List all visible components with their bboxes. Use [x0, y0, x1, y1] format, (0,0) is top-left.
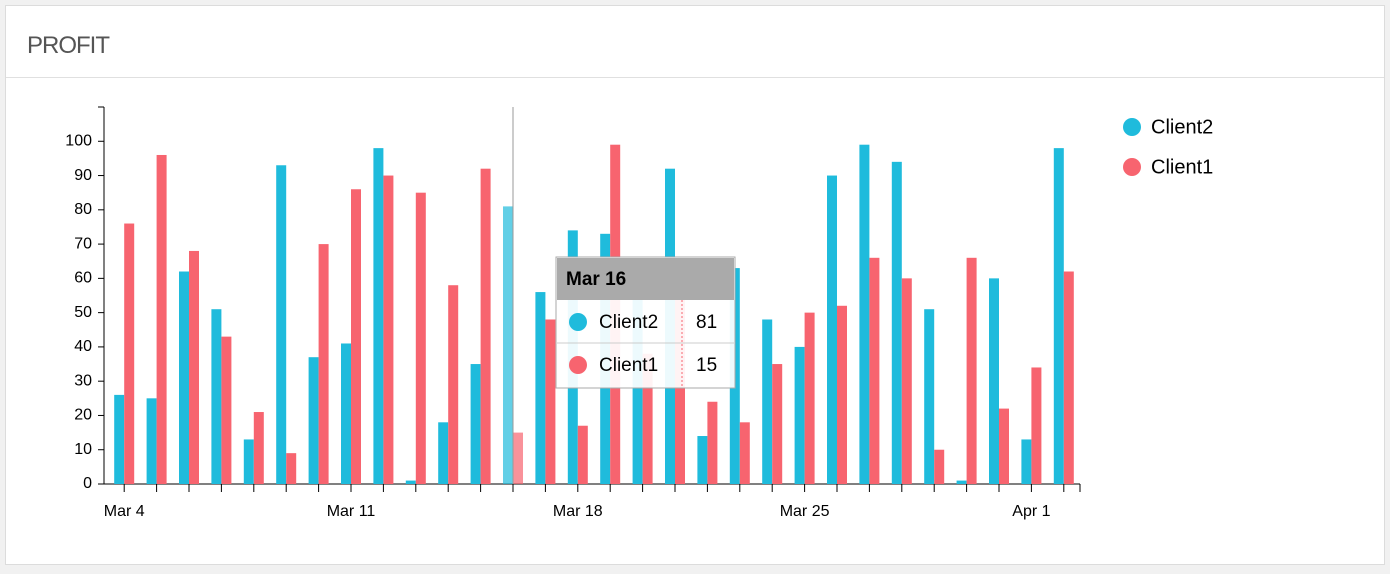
y-tick-label: 20	[74, 407, 92, 424]
bar	[859, 144, 870, 484]
bar	[124, 223, 135, 484]
bar	[762, 319, 773, 484]
bar	[503, 206, 513, 484]
x-tick-label: Mar 25	[780, 503, 830, 520]
x-tick-label: Apr 1	[1012, 503, 1050, 520]
y-tick-label: 80	[74, 201, 92, 218]
tooltip-marker	[569, 313, 587, 331]
bar	[1063, 271, 1074, 484]
legend-marker	[1123, 158, 1141, 176]
y-tick-label: 90	[74, 167, 92, 184]
bar	[415, 192, 426, 484]
y-tick-label: 60	[74, 270, 92, 287]
bar	[405, 480, 416, 484]
bar	[438, 422, 449, 484]
bar	[253, 412, 264, 484]
bar	[739, 422, 750, 484]
bar	[827, 175, 837, 484]
bar	[642, 353, 653, 484]
legend-label: Client2	[1151, 116, 1213, 138]
bar	[837, 305, 847, 484]
legend-label: Client1	[1151, 156, 1213, 178]
bar	[697, 436, 708, 484]
legend-marker	[1123, 118, 1141, 136]
x-tick-label: Mar 18	[553, 503, 603, 520]
bar	[891, 161, 902, 484]
bar	[318, 244, 329, 484]
bar	[794, 346, 805, 484]
panel-title: PROFIT	[27, 32, 110, 59]
bar	[956, 480, 967, 484]
bar	[383, 175, 394, 484]
bar	[308, 357, 319, 484]
tooltip-name: Client1	[599, 355, 658, 376]
x-tick-label: Mar 11	[327, 503, 376, 520]
bar	[1021, 439, 1032, 484]
y-tick-label: 0	[83, 475, 92, 492]
bar	[707, 401, 718, 484]
bar	[156, 154, 167, 484]
tooltip-marker	[569, 356, 587, 374]
bar	[373, 148, 384, 485]
panel-header: PROFIT	[6, 6, 1384, 78]
bar	[1031, 367, 1042, 484]
bar	[924, 309, 935, 484]
tooltip-header	[557, 258, 734, 300]
bar	[999, 408, 1009, 484]
tooltip-value: 15	[696, 355, 717, 376]
bar	[179, 271, 189, 484]
bar	[276, 165, 287, 484]
y-tick-label: 30	[74, 372, 92, 389]
bar	[966, 257, 977, 484]
bar	[243, 439, 254, 484]
bar	[545, 319, 556, 484]
bar	[480, 168, 491, 484]
bar	[869, 257, 880, 484]
tooltip-title: Mar 16	[566, 269, 626, 290]
bar	[772, 364, 783, 484]
bar	[577, 425, 588, 484]
bar	[448, 285, 459, 484]
y-tick-label: 40	[74, 338, 92, 355]
tooltip-name: Client2	[599, 312, 658, 333]
y-tick-label: 100	[65, 132, 92, 149]
bar	[114, 394, 125, 484]
y-tick-label: 70	[74, 235, 92, 252]
bar	[189, 250, 199, 484]
bar	[934, 449, 945, 484]
tooltip-value: 81	[696, 312, 717, 333]
y-tick-label: 50	[74, 304, 92, 321]
x-tick-label: Mar 4	[104, 503, 145, 520]
bar	[146, 398, 157, 484]
bar	[341, 343, 351, 484]
bar	[989, 278, 999, 484]
bar	[221, 336, 232, 484]
bar	[901, 278, 912, 484]
bar	[513, 432, 523, 484]
bar	[351, 189, 361, 484]
bar	[211, 309, 222, 484]
bar	[804, 312, 815, 484]
bar	[286, 453, 297, 484]
bar	[470, 364, 481, 484]
bar	[1053, 148, 1064, 485]
bar	[535, 292, 546, 484]
y-tick-label: 10	[74, 441, 92, 458]
